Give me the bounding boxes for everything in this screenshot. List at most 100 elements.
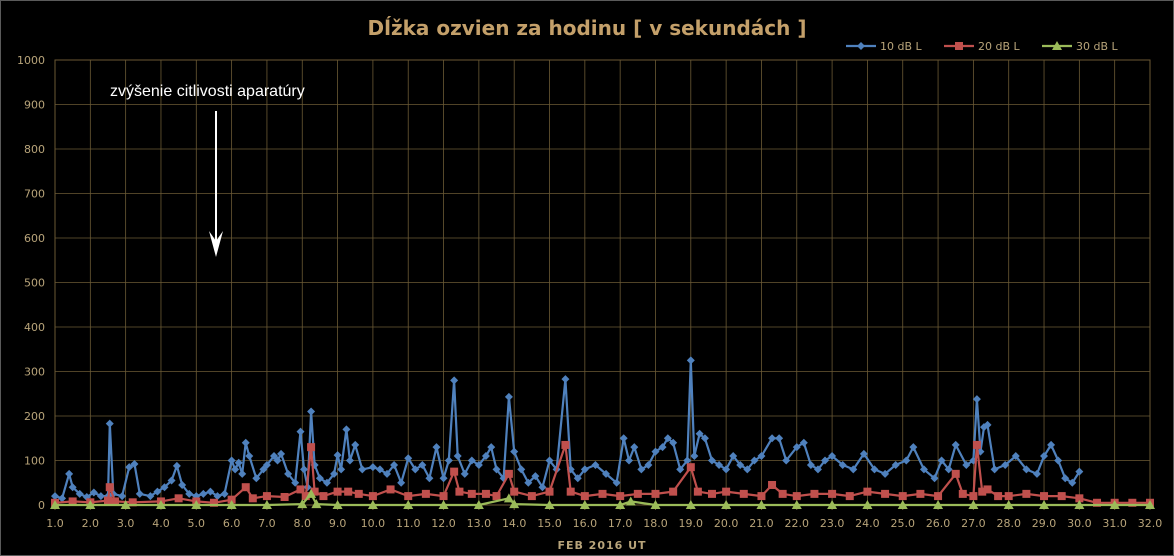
data-point-20-db-l bbox=[310, 487, 319, 496]
data-point-10-db-l bbox=[135, 489, 144, 498]
x-tick-label: 8.0 bbox=[294, 517, 312, 530]
data-point-30-db-l bbox=[509, 499, 520, 509]
legend-item-20-db-l: 20 dB L bbox=[944, 40, 1021, 53]
data-point-20-db-l bbox=[1128, 498, 1137, 507]
legend-label: 30 dB L bbox=[1076, 40, 1119, 53]
data-point-30-db-l bbox=[721, 500, 732, 509]
data-point-10-db-l bbox=[96, 492, 105, 501]
data-point-10-db-l bbox=[828, 452, 837, 461]
data-point-30-db-l bbox=[120, 500, 131, 509]
x-tick-label: 15.0 bbox=[537, 517, 562, 530]
data-point-20-db-l bbox=[958, 489, 967, 498]
data-point-10-db-l bbox=[669, 438, 678, 447]
data-point-20-db-l bbox=[651, 489, 660, 498]
data-point-10-db-l bbox=[517, 465, 526, 474]
data-point-20-db-l bbox=[227, 495, 236, 504]
data-point-10-db-l bbox=[561, 375, 570, 384]
x-tick-label: 30.0 bbox=[1067, 517, 1092, 530]
annotation: zvýšenie citlivosti aparatúry bbox=[110, 83, 305, 257]
data-point-20-db-l bbox=[68, 497, 77, 506]
data-point-20-db-l bbox=[209, 498, 218, 507]
data-point-20-db-l bbox=[693, 487, 702, 496]
data-point-20-db-l bbox=[439, 492, 448, 501]
data-point-10-db-l bbox=[368, 463, 377, 472]
legend-marker bbox=[1052, 41, 1062, 50]
legend-marker bbox=[857, 42, 865, 50]
data-point-10-db-l bbox=[859, 449, 868, 458]
data-point-10-db-l bbox=[245, 452, 254, 461]
data-point-10-db-l bbox=[58, 494, 67, 503]
y-tick-label: 400 bbox=[24, 321, 45, 334]
data-point-10-db-l bbox=[612, 478, 621, 487]
data-point-10-db-l bbox=[390, 460, 399, 469]
data-point-10-db-l bbox=[307, 407, 316, 416]
data-point-20-db-l bbox=[580, 492, 589, 501]
x-tick-label: 24.0 bbox=[855, 517, 880, 530]
data-point-10-db-l bbox=[700, 434, 709, 443]
x-tick-label: 2.0 bbox=[82, 517, 100, 530]
data-point-10-db-l bbox=[651, 447, 660, 456]
data-point-10-db-l bbox=[315, 474, 324, 483]
data-point-10-db-l bbox=[453, 452, 462, 461]
data-point-20-db-l bbox=[319, 492, 328, 501]
data-point-10-db-l bbox=[125, 463, 134, 472]
x-tick-label: 20.0 bbox=[714, 517, 739, 530]
data-point-20-db-l bbox=[467, 489, 476, 498]
data-point-20-db-l bbox=[828, 489, 837, 498]
data-point-10-db-l bbox=[199, 489, 208, 498]
data-point-20-db-l bbox=[386, 485, 395, 494]
data-point-20-db-l bbox=[450, 467, 459, 476]
data-point-10-db-l bbox=[432, 443, 441, 452]
data-point-20-db-l bbox=[344, 487, 353, 496]
data-point-30-db-l bbox=[297, 499, 308, 509]
data-point-30-db-l bbox=[191, 500, 202, 509]
data-point-10-db-l bbox=[481, 452, 490, 461]
legend-label: 10 dB L bbox=[880, 40, 923, 53]
data-point-20-db-l bbox=[421, 489, 430, 498]
data-point-30-db-l bbox=[933, 500, 944, 509]
data-point-10-db-l bbox=[1047, 440, 1056, 449]
data-point-10-db-l bbox=[1011, 452, 1020, 461]
data-point-10-db-l bbox=[792, 443, 801, 452]
data-point-30-db-l bbox=[1109, 500, 1120, 509]
data-point-10-db-l bbox=[630, 443, 639, 452]
y-tick-label: 1000 bbox=[17, 54, 45, 67]
x-tick-label: 5.0 bbox=[188, 517, 206, 530]
data-point-30-db-l bbox=[306, 488, 317, 498]
data-point-10-db-l bbox=[782, 456, 791, 465]
data-point-20-db-l bbox=[934, 492, 943, 501]
data-point-10-db-l bbox=[524, 478, 533, 487]
data-point-10-db-l bbox=[474, 460, 483, 469]
data-point-10-db-l bbox=[238, 469, 247, 478]
data-point-10-db-l bbox=[178, 480, 187, 489]
data-point-20-db-l bbox=[103, 496, 112, 505]
data-point-10-db-l bbox=[75, 489, 84, 498]
data-point-20-db-l bbox=[455, 487, 464, 496]
data-point-10-db-l bbox=[715, 460, 724, 469]
data-point-10-db-l bbox=[172, 461, 181, 470]
data-point-10-db-l bbox=[580, 465, 589, 474]
data-point-10-db-l bbox=[227, 456, 236, 465]
data-point-30-db-l bbox=[438, 500, 449, 509]
data-point-10-db-l bbox=[806, 460, 815, 469]
data-point-10-db-l bbox=[676, 465, 685, 474]
x-tick-label: 26.0 bbox=[926, 517, 951, 530]
data-point-20-db-l bbox=[404, 492, 413, 501]
data-point-20-db-l bbox=[504, 469, 513, 478]
data-point-10-db-l bbox=[262, 460, 271, 469]
data-point-10-db-l bbox=[813, 465, 822, 474]
data-point-30-db-l bbox=[1039, 500, 1050, 509]
data-point-10-db-l bbox=[902, 456, 911, 465]
x-tick-label: 12.0 bbox=[431, 517, 456, 530]
data-point-20-db-l bbox=[616, 492, 625, 501]
x-tick-label: 6.0 bbox=[223, 517, 241, 530]
y-tick-label: 800 bbox=[24, 143, 45, 156]
chart-title: Dĺžka ozvien za hodinu [ v sekundách ] bbox=[368, 16, 807, 40]
x-tick-label: 14.0 bbox=[502, 517, 527, 530]
data-point-20-db-l bbox=[248, 494, 257, 503]
x-tick-label: 21.0 bbox=[749, 517, 774, 530]
data-point-20-db-l bbox=[241, 483, 250, 492]
x-tick-label: 25.0 bbox=[890, 517, 915, 530]
data-point-10-db-l bbox=[252, 474, 261, 483]
